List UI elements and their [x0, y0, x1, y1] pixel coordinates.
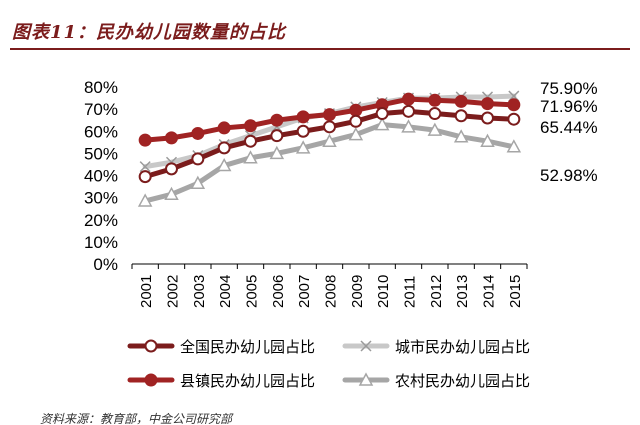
data-point [375, 107, 389, 121]
data-point [139, 161, 151, 173]
end-value-label: 71.96% [540, 97, 598, 116]
data-point [144, 373, 158, 387]
data-point [402, 92, 415, 106]
data-point [453, 129, 469, 143]
data-point [323, 120, 336, 134]
data-point [296, 110, 310, 124]
data-point [428, 93, 442, 107]
legend-label: 县镇民办幼儿园占比 [180, 372, 315, 390]
data-point [164, 186, 179, 201]
y-tick-label: 20% [84, 211, 118, 230]
data-point [401, 119, 416, 133]
data-point [507, 98, 521, 112]
x-tick-label: 2011 [402, 276, 419, 308]
title-rule [10, 48, 630, 50]
x-tick-label: 2010 [375, 275, 392, 308]
x-tick-label: 2008 [323, 275, 340, 308]
data-point [358, 372, 374, 386]
source-note: 资料来源：教育部，中金公司研究部 [40, 412, 233, 425]
y-tick-label: 60% [84, 122, 118, 141]
data-point [138, 170, 152, 184]
data-point [349, 103, 363, 117]
legend-item-city: 城市民办幼儿园占比 [342, 338, 530, 356]
x-tick-label: 2014 [481, 275, 498, 308]
data-point [191, 152, 205, 166]
data-point [402, 104, 415, 118]
legend-label: 农村民办幼儿园占比 [395, 372, 530, 390]
series-national [138, 104, 521, 184]
data-point [137, 193, 153, 207]
x-tick-label: 2006 [270, 275, 287, 308]
data-point [217, 141, 231, 155]
data-point [348, 127, 364, 141]
y-tick-label: 40% [84, 167, 118, 186]
data-point [269, 145, 285, 160]
data-point [165, 162, 178, 176]
x-tick-label: 2013 [454, 275, 471, 308]
y-tick-label: 80% [84, 78, 118, 97]
data-point [480, 133, 495, 147]
x-tick-label: 2001 [138, 275, 155, 308]
x-tick-label: 2015 [507, 275, 524, 308]
data-point [216, 157, 232, 172]
data-point [454, 109, 468, 123]
series-rural [137, 117, 522, 207]
y-tick-label: 10% [84, 233, 118, 252]
data-point [190, 175, 206, 189]
data-point [138, 133, 152, 147]
data-point [428, 107, 442, 121]
data-point [427, 122, 443, 136]
data-point [454, 94, 468, 108]
data-point [244, 134, 257, 148]
data-point [270, 129, 284, 143]
x-tick-label: 2012 [428, 275, 445, 308]
end-value-label: 65.44% [540, 118, 598, 137]
y-tick-label: 50% [84, 144, 118, 163]
data-point [360, 340, 372, 352]
data-point [322, 133, 337, 147]
y-tick-label: 30% [84, 189, 118, 208]
x-tick-label: 2009 [349, 275, 366, 308]
data-point [507, 112, 521, 126]
legend-item-rural: 农村民办幼儿园占比 [342, 372, 530, 390]
legend-label: 城市民办幼儿园占比 [395, 338, 530, 356]
y-tick-label: 0% [93, 255, 118, 274]
end-value-label: 52.98% [540, 166, 598, 185]
x-tick-label: 2005 [244, 275, 261, 308]
data-point [349, 114, 363, 128]
data-point [296, 124, 310, 138]
page-title: 图表11：民办幼儿园数量的占比 [12, 22, 287, 43]
data-point [165, 131, 178, 145]
y-tick-label: 70% [84, 100, 118, 119]
end-value-label: 75.90% [540, 79, 598, 98]
data-point [506, 139, 522, 153]
data-point [374, 117, 390, 131]
data-point [144, 339, 158, 353]
legend-label: 全国民办幼儿园占比 [180, 338, 315, 356]
data-point [481, 97, 494, 111]
data-point [481, 111, 494, 125]
x-tick-label: 2004 [217, 275, 234, 308]
data-point [323, 108, 336, 122]
data-point [217, 121, 231, 135]
data-point [243, 150, 258, 164]
x-tick-label: 2007 [296, 275, 313, 308]
data-point [270, 113, 284, 127]
x-tick-label: 2003 [191, 275, 208, 308]
legend-item-county: 县镇民办幼儿园占比 [127, 372, 315, 390]
legend-item-national: 全国民办幼儿园占比 [127, 338, 315, 356]
data-point [191, 126, 205, 140]
series-county [138, 92, 521, 147]
data-point [295, 140, 311, 154]
x-tick-label: 2002 [165, 275, 182, 308]
data-point [244, 119, 257, 133]
